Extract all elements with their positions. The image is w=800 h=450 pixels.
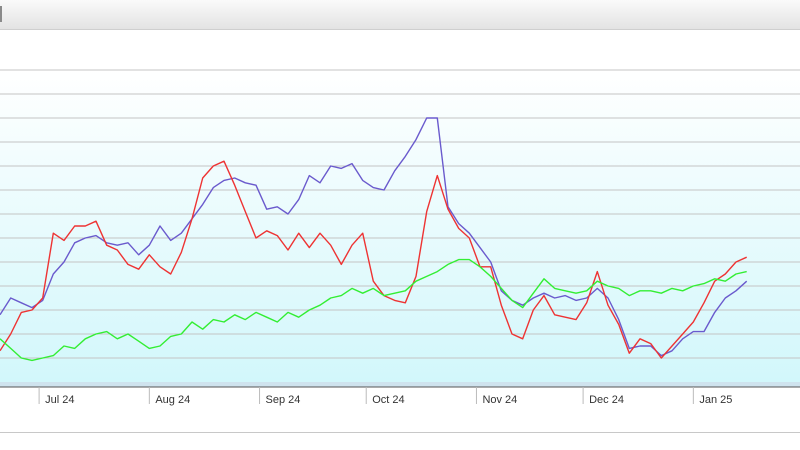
toolbar-handle[interactable] (0, 6, 2, 22)
bottom-divider (0, 432, 800, 433)
x-tick-label: Aug 24 (155, 394, 190, 406)
x-tick-label: Jan 25 (699, 394, 732, 406)
gridlines (0, 69, 800, 359)
x-tick-label: Oct 24 (372, 394, 404, 406)
chart-svg: Jul 24 Aug 24 Sep 24 Oct 24 Nov 24 Dec 24 Jan … (0, 69, 800, 406)
series-line-1 (0, 117, 748, 357)
series-lines (0, 117, 748, 362)
x-tick-label: Nov 24 (482, 394, 517, 406)
series-line-3 (0, 258, 747, 362)
plot-background (0, 70, 800, 382)
x-tick-label: Jul 24 (45, 394, 74, 406)
chart-toolbar (0, 0, 800, 30)
line-chart: Jul 24 Aug 24 Sep 24 Oct 24 Nov 24 Dec 24 Jan … (0, 30, 800, 430)
x-axis-ticks: Jul 24 Aug 24 Sep 24 Oct 24 Nov 24 Dec 24 Jan … (38, 387, 732, 406)
x-tick-label: Sep 24 (266, 394, 301, 406)
x-tick-label: Dec 24 (589, 394, 624, 406)
x-axis-band (0, 382, 800, 387)
series-line-2 (0, 160, 747, 359)
